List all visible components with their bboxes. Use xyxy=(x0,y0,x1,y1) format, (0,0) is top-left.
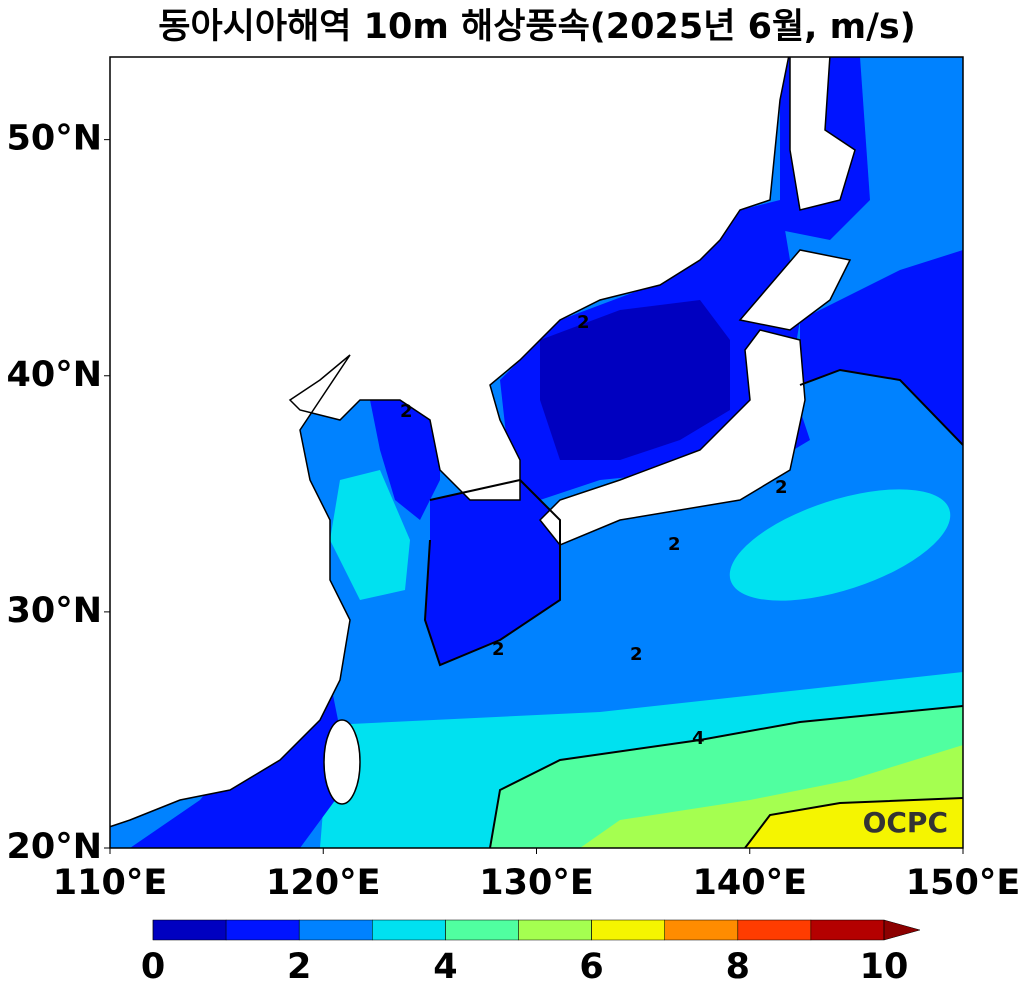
x-tick-label: 120°E xyxy=(266,863,380,903)
chart-title: 동아시아해역 10m 해상풍속(2025년 6월, m/s) xyxy=(158,7,915,47)
colorbar-swatch xyxy=(225,919,300,941)
watermark: OCPC xyxy=(863,806,948,839)
contour-label: 2 xyxy=(630,644,643,665)
colorbar-swatch xyxy=(664,919,739,941)
colorbar-swatch xyxy=(298,919,373,941)
colorbar-tick-label: 2 xyxy=(287,947,311,987)
region-1-2 xyxy=(425,480,560,665)
contour-label: 2 xyxy=(775,477,788,498)
x-tick-label: 150°E xyxy=(906,863,1020,903)
contour-line xyxy=(744,797,963,848)
contour-label: 2 xyxy=(400,401,413,422)
y-tick-label: 30°N xyxy=(7,591,103,631)
contour-label: 4 xyxy=(692,728,705,749)
colorbar-tick-label: 4 xyxy=(433,947,457,987)
region-3-4 xyxy=(330,470,410,600)
colorbar-swatch xyxy=(591,919,665,941)
colorbar-tick-label: 10 xyxy=(860,947,909,987)
colorbar-tick-label: 0 xyxy=(141,947,165,987)
contour-label: 2 xyxy=(577,312,590,333)
x-tick-label: 110°E xyxy=(53,863,167,903)
contour-line xyxy=(423,478,561,667)
colorbar-swatch xyxy=(152,919,227,941)
colorbar-swatch xyxy=(737,919,812,941)
colorbar-tick-label: 8 xyxy=(726,947,750,987)
contour-label: 2 xyxy=(492,639,505,660)
colorbar-swatch xyxy=(810,919,885,941)
colorbar-extend xyxy=(883,919,921,941)
land xyxy=(110,57,790,828)
contour-line xyxy=(489,705,963,848)
colorbar-swatch xyxy=(372,919,446,941)
land xyxy=(323,719,361,805)
region-1-2 xyxy=(800,250,963,445)
x-tick-label: 130°E xyxy=(479,863,593,903)
contour-label: 2 xyxy=(668,534,681,555)
y-tick-label: 20°N xyxy=(7,827,103,867)
colorbar-swatch xyxy=(445,919,519,941)
region-0-1 xyxy=(540,300,730,460)
region-3-4 xyxy=(729,489,951,601)
map: 2 2 2 2 2 2 4 OCPC xyxy=(110,57,963,848)
contour-line xyxy=(799,368,963,446)
region-1-2 xyxy=(370,400,440,520)
x-tick-label: 140°E xyxy=(693,863,807,903)
colorbar: 0 2 4 6 8 10 xyxy=(141,919,921,987)
land xyxy=(738,249,852,331)
land xyxy=(789,57,856,211)
colorbar-tick-label: 6 xyxy=(579,947,603,987)
colorbar-swatch xyxy=(518,919,592,941)
y-tick-label: 50°N xyxy=(7,119,103,159)
y-tick-label: 40°N xyxy=(7,355,103,395)
